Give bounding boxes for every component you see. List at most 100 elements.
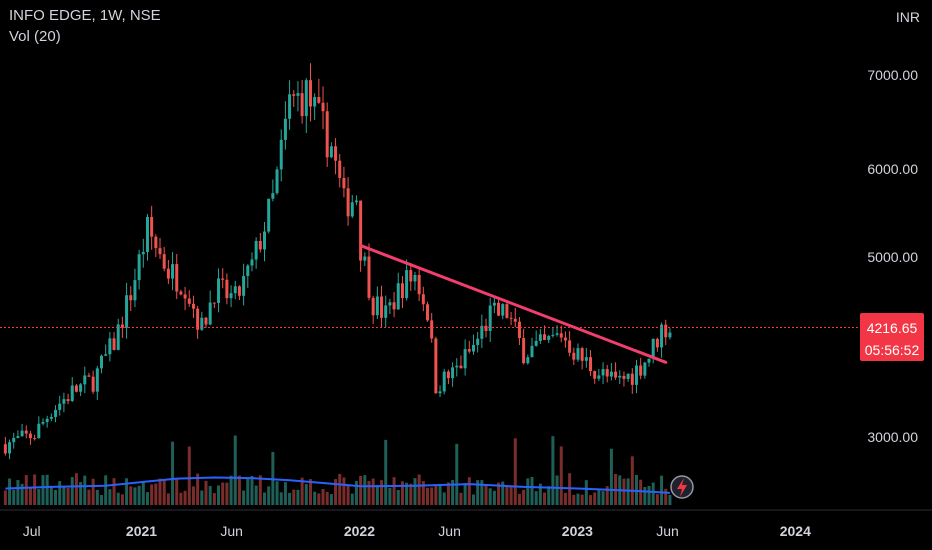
- volume-bar: [87, 489, 91, 505]
- trendline[interactable]: [359, 244, 668, 364]
- candle-body: [33, 438, 37, 440]
- candle-body: [639, 365, 643, 376]
- candle-body: [534, 340, 538, 346]
- candle-body: [95, 368, 99, 392]
- candle-body: [409, 270, 413, 282]
- candle-body: [446, 371, 450, 379]
- candle-body: [208, 302, 212, 325]
- volume-bar: [225, 482, 229, 505]
- volume-bar: [137, 485, 141, 505]
- candle-body: [555, 333, 559, 335]
- candle-body: [74, 385, 78, 392]
- candle-body: [250, 259, 254, 266]
- candle-body: [647, 358, 651, 363]
- candle-body: [434, 338, 438, 394]
- candle-body: [488, 305, 492, 331]
- candle-body: [660, 324, 664, 348]
- volume-bar: [62, 486, 66, 505]
- candle-body: [41, 421, 45, 424]
- volume-bar: [459, 492, 463, 505]
- volume-bar: [129, 486, 133, 505]
- volume-bar: [538, 483, 542, 505]
- price-tag-background: [860, 313, 924, 361]
- volume-bar: [630, 456, 634, 505]
- volume-bar: [639, 479, 643, 505]
- candle-body: [275, 169, 279, 194]
- volume-bar: [392, 477, 396, 505]
- candle-body: [204, 317, 208, 325]
- volume-bar: [171, 441, 175, 505]
- candle-body: [471, 344, 475, 352]
- volume-ma-line: [5, 476, 670, 494]
- candle-body: [246, 265, 250, 277]
- volume-bar: [329, 494, 333, 505]
- volume-bar: [41, 475, 45, 505]
- volume-bar: [505, 486, 509, 505]
- volume-bar: [647, 485, 651, 505]
- candle-body: [120, 324, 124, 328]
- volume-bar: [200, 490, 204, 505]
- candle-body: [154, 236, 158, 249]
- candle-body: [145, 216, 149, 252]
- volume-bar: [212, 493, 216, 505]
- volume-bar: [250, 475, 254, 505]
- x-tick-label: Jun: [220, 523, 243, 539]
- volume-bar: [375, 484, 379, 505]
- candle-body: [237, 286, 241, 296]
- volume-bar: [120, 494, 124, 505]
- volume-bar: [492, 490, 496, 505]
- candle-body: [400, 283, 404, 299]
- candle-body: [459, 365, 463, 369]
- candle-body: [643, 362, 647, 376]
- candle-body: [568, 340, 572, 353]
- volume-bar: [58, 481, 62, 505]
- volume-bar: [28, 487, 32, 505]
- candle-body: [133, 280, 137, 301]
- volume-bar: [33, 474, 37, 505]
- volume-bar: [526, 478, 530, 505]
- volume-bar: [79, 482, 83, 505]
- x-tick-label: 2023: [562, 523, 593, 539]
- candle-body: [258, 240, 262, 250]
- volume-bar: [70, 477, 74, 505]
- candle-body: [442, 371, 446, 392]
- candle-body: [426, 304, 430, 321]
- volume-bar: [346, 485, 350, 505]
- volume-bar: [175, 479, 179, 505]
- candle-body: [392, 302, 396, 310]
- volume-bar: [609, 448, 613, 505]
- volume-bar: [451, 480, 455, 505]
- candle-body: [651, 338, 655, 359]
- volume-bar: [154, 483, 158, 505]
- candle-body: [66, 399, 70, 402]
- volume-bar: [229, 475, 233, 505]
- x-tick-label: 2021: [126, 523, 157, 539]
- candle-body: [338, 160, 342, 178]
- candle-body: [104, 354, 108, 356]
- volume-bar: [187, 446, 191, 505]
- volume-bar: [509, 485, 513, 505]
- volume-bar: [354, 481, 358, 505]
- volume-bar: [66, 487, 70, 505]
- candle-body: [292, 94, 296, 96]
- candle-body: [108, 338, 112, 355]
- volume-bar: [605, 486, 609, 505]
- candle-body: [49, 416, 53, 419]
- candle-body: [354, 200, 358, 203]
- volume-bar: [350, 493, 354, 505]
- candle-body: [609, 371, 613, 377]
- volume-bar: [8, 478, 12, 505]
- candle-body: [513, 318, 517, 322]
- volume-bar: [517, 493, 521, 505]
- candle-body: [501, 304, 505, 316]
- candle-body: [229, 293, 233, 299]
- candle-body: [601, 369, 605, 376]
- volume-bar: [37, 489, 41, 505]
- y-tick-label: 5000.00: [867, 249, 918, 265]
- candle-body: [162, 254, 166, 269]
- volume-bar: [3, 490, 7, 505]
- volume-bar: [455, 443, 459, 505]
- lightning-icon[interactable]: [670, 475, 694, 499]
- volume-bar: [396, 489, 400, 505]
